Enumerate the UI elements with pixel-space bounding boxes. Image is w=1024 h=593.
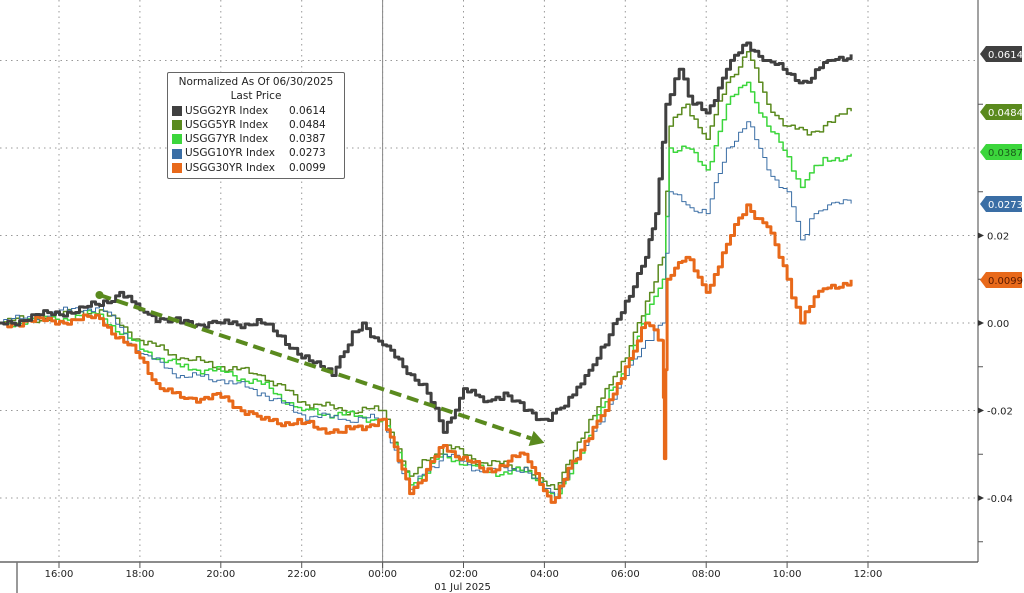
legend-swatch — [172, 162, 182, 173]
x-tick-label: 20:00 — [206, 569, 235, 580]
legend-entry: USGG5YR Index 0.0484 — [172, 118, 340, 132]
x-tick-label: 16:00 — [45, 569, 74, 580]
x-tick-label: 12:00 — [854, 569, 883, 580]
legend-series-name: USGG2YR Index — [185, 104, 269, 117]
x-axis-date-label: 01 Jul 2025 — [434, 582, 491, 593]
trend-dashed-line — [98, 293, 532, 441]
y-tick-label: -0.04 — [987, 494, 1013, 505]
series-line-usgg7yr — [0, 81, 852, 499]
series-line-usgg30yr — [0, 203, 853, 504]
legend-title: Normalized As Of 06/30/2025 — [178, 76, 334, 88]
trend-annotation — [95, 291, 545, 447]
series-line-usgg5yr — [0, 51, 852, 491]
last-price-tag-value: 0.0387 — [988, 148, 1023, 159]
y-tick — [978, 495, 984, 501]
legend-series-value: 0.0273 — [289, 147, 326, 160]
y-tick — [978, 232, 984, 239]
legend-series-value: 0.0387 — [289, 133, 326, 146]
last-price-tag-value: 0.0484 — [988, 108, 1023, 119]
legend-series-value: 0.0614 — [289, 104, 326, 117]
legend-series-name: USGG7YR Index — [185, 133, 269, 146]
y-tick-label: 0.00 — [987, 319, 1009, 330]
x-tick-label: 02:00 — [449, 569, 478, 580]
last-price-tag — [980, 104, 1022, 120]
legend-entry: USGG10YR Index 0.0273 — [172, 146, 340, 160]
legend-entry: USGG7YR Index 0.0387 — [172, 132, 340, 146]
legend-series-name: USGG10YR Index — [185, 147, 275, 160]
series-line-usgg10yr — [0, 121, 852, 499]
x-tick-label: 06:00 — [611, 569, 640, 580]
last-price-tag-value: 0.0614 — [988, 50, 1023, 61]
last-price-tag — [980, 144, 1022, 160]
last-price-tag — [980, 272, 1022, 288]
last-price-tag — [980, 196, 1022, 212]
x-tick-label: 18:00 — [125, 569, 154, 580]
trend-arrowhead — [528, 430, 545, 447]
x-tick-label: 08:00 — [692, 569, 721, 580]
series-line-usgg2yr — [0, 41, 853, 434]
last-price-tag-value: 0.0273 — [988, 200, 1023, 211]
legend-series-value: 0.0484 — [289, 118, 326, 131]
x-tick-label: 04:00 — [530, 569, 559, 580]
last-price-tag — [980, 46, 1022, 62]
legend-series-name: USGG30YR Index — [185, 161, 275, 174]
legend-subtitle: Last Price — [230, 90, 282, 103]
last-price-tag-value: 0.0099 — [988, 276, 1023, 287]
legend-swatch — [172, 120, 182, 131]
x-tick-label: 00:00 — [368, 569, 397, 580]
y-tick — [978, 407, 984, 414]
x-tick-label: 10:00 — [773, 569, 802, 580]
legend-swatch — [172, 105, 182, 116]
legend-entry: USGG30YR Index 0.0099 — [172, 161, 340, 175]
y-tick-label: -0.02 — [987, 407, 1013, 418]
x-tick-label: 22:00 — [287, 569, 316, 580]
y-tick-label: 0.02 — [987, 232, 1009, 243]
legend: Normalized As Of 06/30/2025 Last Price U… — [167, 72, 345, 180]
legend-series-name: USGG5YR Index — [185, 118, 269, 131]
legend-swatch — [172, 148, 182, 159]
last-price-tags: 0.0614 0.0484 0.0387 0.0273 0.0099 — [980, 46, 1023, 288]
legend-series-value: 0.0099 — [289, 161, 326, 174]
y-tick — [978, 320, 984, 326]
legend-swatch — [172, 134, 182, 145]
legend-entry: USGG2YR Index 0.0614 — [172, 104, 340, 118]
series-lines — [0, 41, 853, 504]
